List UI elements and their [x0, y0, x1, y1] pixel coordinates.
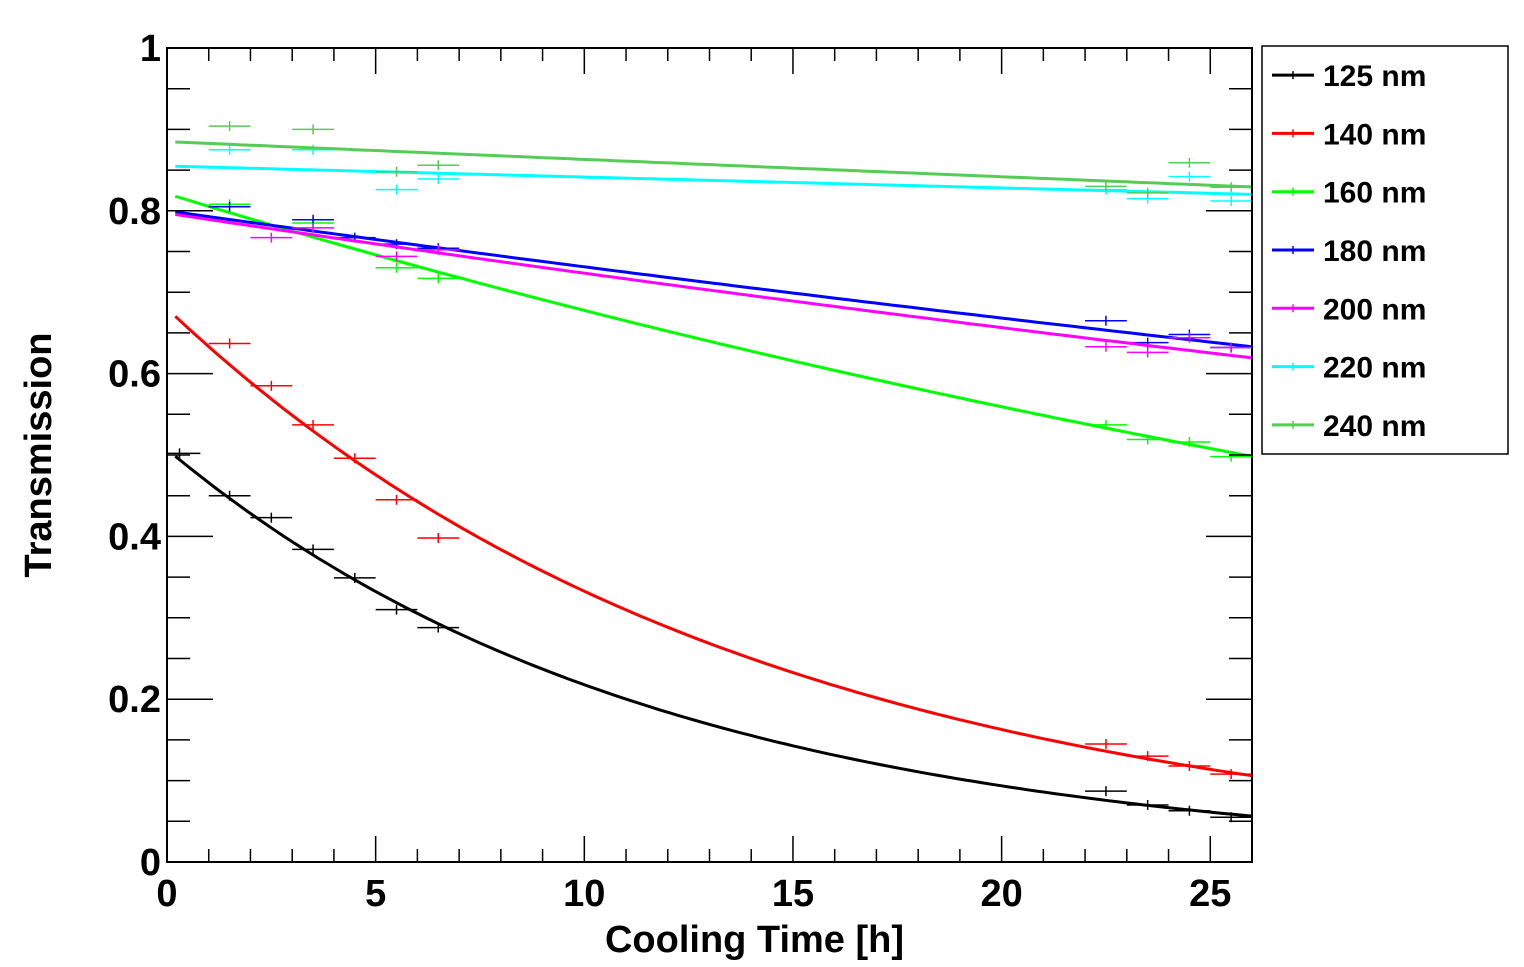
legend-item: 200 nm	[1272, 293, 1426, 326]
legend-item: 180 nm	[1272, 235, 1426, 268]
series-240-nm	[175, 121, 1253, 198]
series-140-nm	[174, 315, 1253, 780]
data-point	[375, 251, 418, 262]
axis-tick-labels: 0 5 10 15 20 25 0 0.2 0.4 0.6 0.8 1	[108, 28, 1231, 915]
legend-label: 160 nm	[1323, 177, 1426, 210]
data-point	[1210, 342, 1252, 353]
legend-item: 125 nm	[1272, 60, 1426, 93]
axis-ticks	[166, 47, 1253, 863]
y-tick-label: 0	[140, 842, 161, 884]
data-point	[417, 622, 460, 633]
data-point	[1168, 760, 1211, 771]
data-point	[292, 222, 334, 233]
fit-curve	[175, 164, 1253, 196]
series-125-nm	[167, 448, 1253, 823]
data-point	[1085, 315, 1127, 326]
fit-curve	[174, 315, 1253, 778]
data-point	[250, 232, 293, 243]
x-tick-label: 20	[980, 873, 1022, 915]
fit-curve	[175, 213, 1253, 360]
fit-curve	[175, 140, 1253, 189]
data-point	[1126, 347, 1169, 358]
x-tick-label: 0	[156, 873, 177, 915]
data-point	[1168, 157, 1211, 168]
data-point	[1085, 738, 1127, 749]
data-point	[417, 533, 460, 544]
data-point	[1210, 451, 1252, 462]
data-point	[417, 174, 460, 185]
legend-item: 140 nm	[1272, 118, 1426, 151]
data-point	[1168, 805, 1211, 816]
legend-label: 180 nm	[1323, 235, 1426, 268]
data-point	[1085, 786, 1127, 797]
fit-curve	[174, 194, 1253, 458]
data-point	[208, 144, 251, 155]
series-220-nm	[175, 144, 1253, 207]
legend: 125 nm 140 nm 160 nm 180 nm 200 nm 220 nm 240 …	[1261, 45, 1509, 455]
data-point	[417, 244, 460, 255]
series-200-nm	[175, 213, 1253, 360]
data-point	[1210, 196, 1252, 207]
data-point	[1085, 419, 1127, 430]
data-point	[208, 490, 251, 501]
y-tick-label: 0.6	[108, 354, 161, 396]
data-point	[1210, 182, 1252, 193]
data-point	[333, 572, 376, 583]
data-point	[1168, 171, 1211, 182]
legend-label: 220 nm	[1323, 352, 1426, 385]
y-tick-label: 1	[140, 28, 161, 70]
data-point	[1126, 187, 1169, 198]
legend-label: 140 nm	[1323, 118, 1426, 151]
data-point	[417, 160, 460, 171]
data-point	[208, 338, 251, 349]
data-point	[375, 166, 418, 177]
data-point	[1168, 436, 1211, 447]
data-point	[375, 494, 418, 505]
legend-label: 240 nm	[1323, 410, 1426, 443]
data-point	[292, 544, 334, 555]
data-point	[1126, 751, 1169, 762]
x-tick-label: 5	[365, 873, 386, 915]
y-tick-label: 0.8	[108, 191, 161, 233]
data-point	[417, 273, 460, 284]
y-axis-title: Transmission	[18, 333, 60, 578]
y-tick-label: 0.2	[108, 679, 161, 721]
legend-item: 220 nm	[1272, 352, 1426, 385]
x-tick-label: 25	[1189, 873, 1231, 915]
series-180-nm	[175, 201, 1253, 353]
legend-item: 160 nm	[1272, 177, 1426, 210]
data-point	[208, 121, 251, 132]
y-tick-label: 0.4	[108, 516, 161, 558]
data-point	[1126, 434, 1169, 445]
data-point	[1210, 769, 1252, 780]
data-point	[333, 453, 376, 464]
data-point	[250, 512, 293, 523]
chart-marks	[167, 121, 1253, 823]
x-tick-label: 15	[772, 873, 814, 915]
data-point	[1168, 332, 1211, 343]
legend-item: 240 nm	[1272, 410, 1426, 443]
fit-curve	[174, 455, 1253, 818]
data-point	[375, 262, 418, 273]
data-point	[375, 604, 418, 615]
data-point	[250, 380, 293, 391]
data-point	[167, 448, 201, 459]
legend-label: 200 nm	[1323, 293, 1426, 326]
data-point	[1126, 800, 1169, 811]
data-point	[208, 201, 251, 212]
data-point	[292, 124, 334, 135]
x-axis-title: Cooling Time [h]	[605, 919, 904, 961]
fit-curve	[175, 210, 1253, 349]
data-point	[1085, 341, 1127, 352]
legend-label: 125 nm	[1323, 60, 1426, 93]
data-point	[292, 419, 334, 430]
x-tick-label: 10	[563, 873, 605, 915]
data-point	[375, 184, 418, 195]
data-point	[1085, 181, 1127, 192]
